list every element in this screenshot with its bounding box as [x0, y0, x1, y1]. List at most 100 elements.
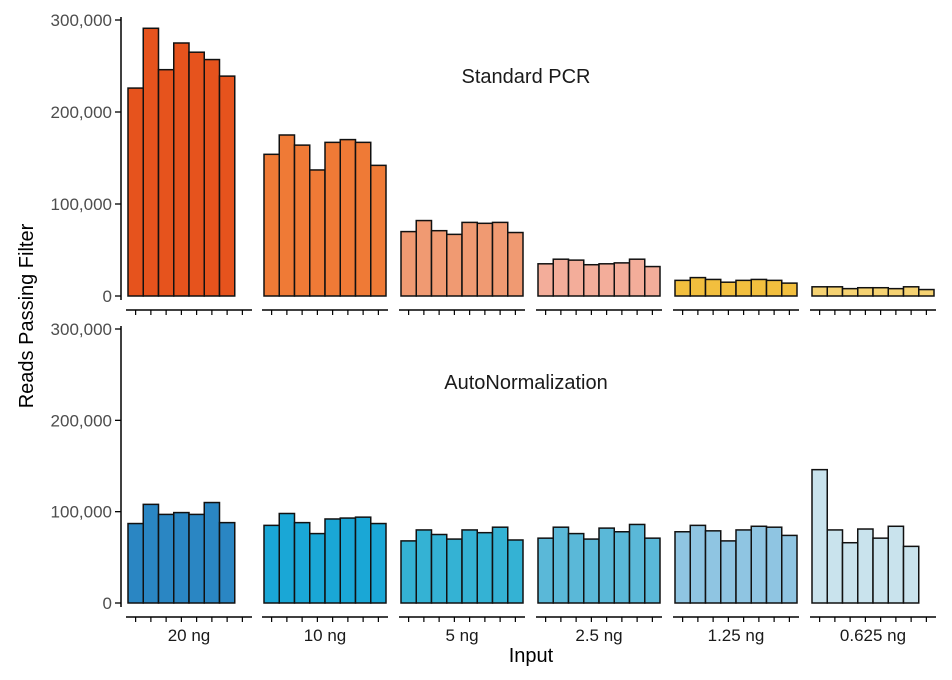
bar — [430, 533, 448, 604]
bar — [811, 468, 828, 604]
bar — [157, 513, 175, 604]
y-tick-label: 0 — [103, 287, 112, 306]
bar — [476, 531, 494, 604]
bar — [735, 529, 752, 604]
bar-group — [673, 276, 799, 315]
y-tick-label: 300,000 — [51, 320, 112, 339]
bar — [781, 534, 798, 604]
bar-group — [399, 219, 525, 315]
bar — [720, 540, 737, 604]
bar — [826, 286, 844, 297]
bar — [781, 282, 798, 297]
bar — [309, 169, 326, 297]
bar — [324, 518, 341, 604]
bar-group: 0.625 ng — [810, 468, 936, 645]
bar-group: 1.25 ng — [673, 524, 799, 645]
bar — [339, 138, 357, 297]
bar — [857, 528, 874, 604]
panel-0: 0 100,000 200,000 300,000 Standard PCR — [51, 11, 936, 315]
x-group-label: 1.25 ng — [708, 626, 765, 645]
bar — [537, 263, 554, 297]
x-group-label: 5 ng — [445, 626, 478, 645]
bar — [263, 153, 280, 297]
bar — [476, 222, 494, 297]
bar-group: 5 ng — [399, 526, 525, 645]
bar — [461, 221, 478, 297]
bar — [507, 539, 524, 604]
bar — [324, 141, 341, 297]
bar — [613, 531, 631, 604]
bar — [567, 532, 585, 604]
y-tick-label: 100,000 — [51, 195, 112, 214]
bar — [720, 281, 737, 297]
bar — [689, 524, 707, 604]
y-axis-title: Reads Passing Filter — [16, 223, 38, 408]
bar — [628, 523, 646, 604]
bar — [644, 537, 661, 604]
bar — [841, 287, 859, 297]
bar — [902, 286, 920, 297]
bar — [887, 287, 905, 297]
bar — [370, 522, 387, 604]
bar — [872, 537, 889, 604]
bar — [826, 529, 844, 604]
bar — [765, 279, 783, 297]
bar — [628, 258, 646, 297]
bar-group — [262, 134, 388, 315]
bar — [339, 517, 357, 604]
bar — [887, 525, 905, 604]
bar-group — [810, 286, 936, 315]
panel-title: AutoNormalization — [444, 372, 607, 394]
bar — [491, 221, 509, 297]
bar — [157, 68, 175, 297]
bar — [309, 532, 326, 604]
bar — [491, 526, 509, 604]
bar — [354, 516, 372, 604]
bar — [552, 258, 570, 297]
bar — [704, 278, 722, 297]
bar — [203, 58, 221, 297]
bar — [583, 263, 600, 297]
bar — [872, 286, 889, 297]
bar — [446, 538, 463, 604]
bar — [278, 512, 296, 604]
bar — [218, 521, 236, 604]
bar — [188, 51, 205, 297]
bar — [400, 230, 417, 297]
x-axis-title: Input — [509, 645, 554, 667]
y-tick-label: 0 — [103, 594, 112, 613]
x-group-label: 2.5 ng — [575, 626, 622, 645]
panel-1: 0 100,000 200,000 300,000 AutoNormalization 2… — [51, 320, 936, 645]
y-tick-label: 300,000 — [51, 11, 112, 30]
bar — [188, 513, 205, 604]
panels: 0 100,000 200,000 300,000 Standard PCR 0 100,0… — [51, 11, 936, 645]
bar-group: 20 ng — [126, 501, 252, 645]
bar — [750, 525, 768, 604]
bar — [142, 27, 160, 297]
bar — [598, 263, 615, 297]
bar — [644, 265, 661, 297]
bar-group: 2.5 ng — [536, 523, 662, 645]
bar — [918, 288, 935, 297]
bar — [142, 503, 160, 604]
bar — [446, 233, 463, 297]
bar — [293, 521, 311, 604]
bar — [203, 501, 221, 604]
bar — [173, 42, 190, 297]
bar — [552, 526, 570, 604]
bar — [567, 259, 585, 297]
bar — [537, 537, 554, 604]
bar — [598, 527, 615, 604]
bar — [415, 529, 433, 604]
bar — [811, 286, 828, 297]
bar — [430, 229, 448, 297]
bar — [750, 278, 768, 297]
x-group-label: 10 ng — [304, 626, 347, 645]
panel-title: Standard PCR — [462, 66, 591, 88]
bar — [173, 511, 190, 604]
bar — [583, 538, 600, 604]
bar — [765, 526, 783, 604]
bar — [674, 279, 691, 297]
bar-group — [536, 258, 662, 315]
